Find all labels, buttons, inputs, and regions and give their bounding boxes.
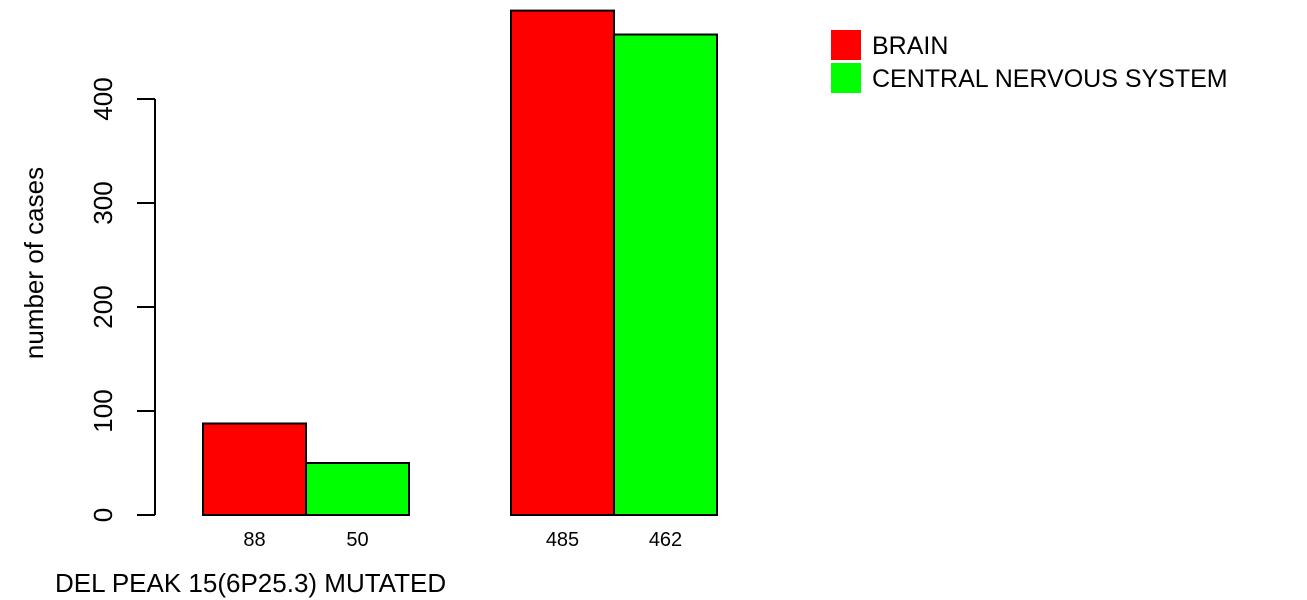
legend: BRAIN CENTRAL NERVOUS SYSTEM <box>831 30 1228 93</box>
y-tick-label: 300 <box>88 181 118 224</box>
x-axis-label: DEL PEAK 15(6P25.3) MUTATED <box>55 568 446 598</box>
legend-label: BRAIN <box>872 32 948 60</box>
data-label: 485 <box>546 529 579 551</box>
legend-swatch <box>831 63 861 93</box>
bar-brain-0 <box>202 422 307 517</box>
data-label: 88 <box>243 529 265 551</box>
bar-central-nervous-system-1 <box>613 33 718 517</box>
data-labels: 88 485 50 462 <box>243 529 682 551</box>
y-axis: 0 100 200 300 400 <box>88 77 156 522</box>
legend-swatch <box>831 30 861 60</box>
y-tick-label: 200 <box>88 285 118 328</box>
y-tick-label: 100 <box>88 389 118 432</box>
data-label: 50 <box>346 529 368 551</box>
bars-group <box>202 9 718 517</box>
bar-brain-1 <box>510 9 615 516</box>
data-label: 462 <box>649 529 682 551</box>
y-tick-label: 400 <box>88 77 118 120</box>
y-axis-label: number of cases <box>19 167 49 359</box>
legend-label: CENTRAL NERVOUS SYSTEM <box>872 65 1228 93</box>
y-tick-label: 0 <box>88 508 118 522</box>
bar-central-nervous-system-0 <box>305 462 410 516</box>
